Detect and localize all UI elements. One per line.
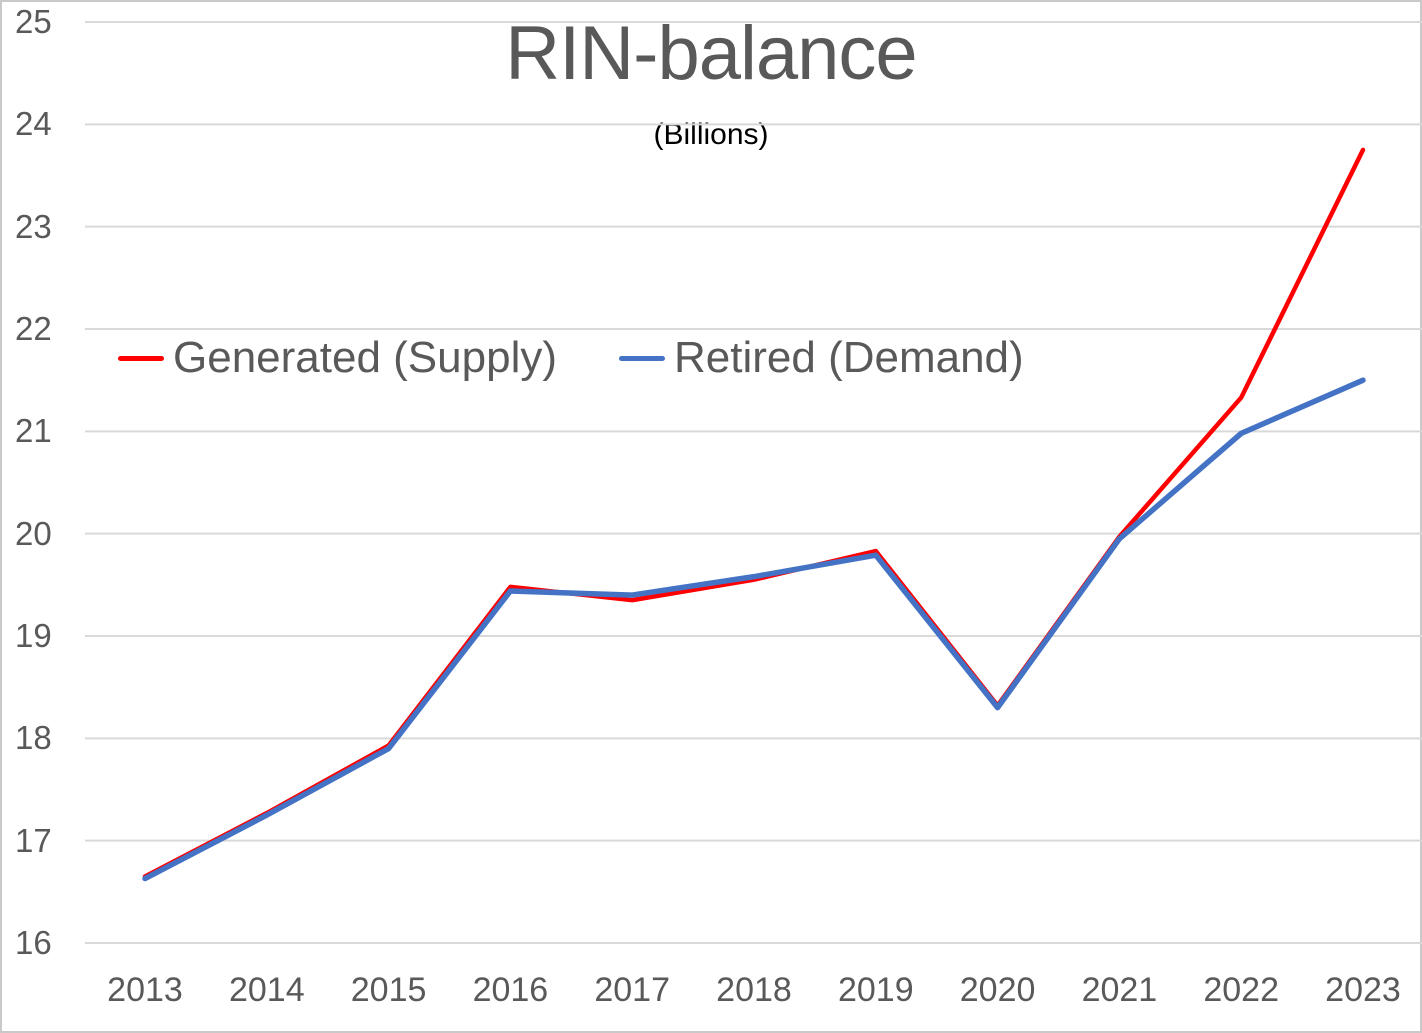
y-axis-tick-label: 16 — [15, 924, 52, 961]
y-axis-tick-label: 21 — [15, 412, 52, 450]
x-axis-tick-label: 2017 — [594, 971, 670, 1009]
x-axis-tick-label: 2018 — [716, 971, 792, 1009]
y-axis-tick-label: 23 — [15, 207, 52, 245]
y-axis-tick-label: 19 — [15, 617, 52, 654]
y-axis-tick-label: 20 — [15, 514, 52, 552]
x-axis-tick-label: 2021 — [1081, 971, 1158, 1009]
x-axis-tick-label: 2019 — [837, 971, 914, 1009]
x-axis-tick-label: 2016 — [472, 971, 549, 1009]
x-axis-tick-label: 2014 — [228, 971, 305, 1009]
y-axis-tick-label: 17 — [15, 821, 52, 859]
y-axis-tick-label: 22 — [15, 310, 52, 347]
x-axis-tick-label: 2015 — [350, 971, 427, 1009]
legend-item-retired: Retired (Demand) — [619, 333, 1024, 383]
y-axis-tick-label: 25 — [15, 3, 52, 40]
series-line-generated — [142, 147, 1366, 879]
x-axis-tick-label: 2020 — [959, 971, 1036, 1009]
x-axis-tick-label: 2022 — [1203, 971, 1279, 1009]
chart-title: RIN-balance — [505, 11, 917, 96]
legend-label-generated: Generated (Supply) — [173, 333, 557, 382]
legend-line-swatch-generated — [118, 355, 164, 361]
legend-label-retired: Retired (Demand) — [674, 333, 1024, 382]
x-axis-tick-label: 2013 — [107, 971, 183, 1009]
legend: Generated (Supply) Retired (Demand) — [118, 333, 1024, 383]
y-axis-tick-label: 18 — [15, 719, 52, 757]
legend-line-swatch-retired — [619, 355, 665, 361]
x-axis-tick-label: 2023 — [1325, 971, 1401, 1009]
legend-item-generated: Generated (Supply) — [118, 333, 557, 383]
series-line-retired — [142, 377, 1366, 882]
y-axis-tick-label: 24 — [15, 105, 52, 143]
